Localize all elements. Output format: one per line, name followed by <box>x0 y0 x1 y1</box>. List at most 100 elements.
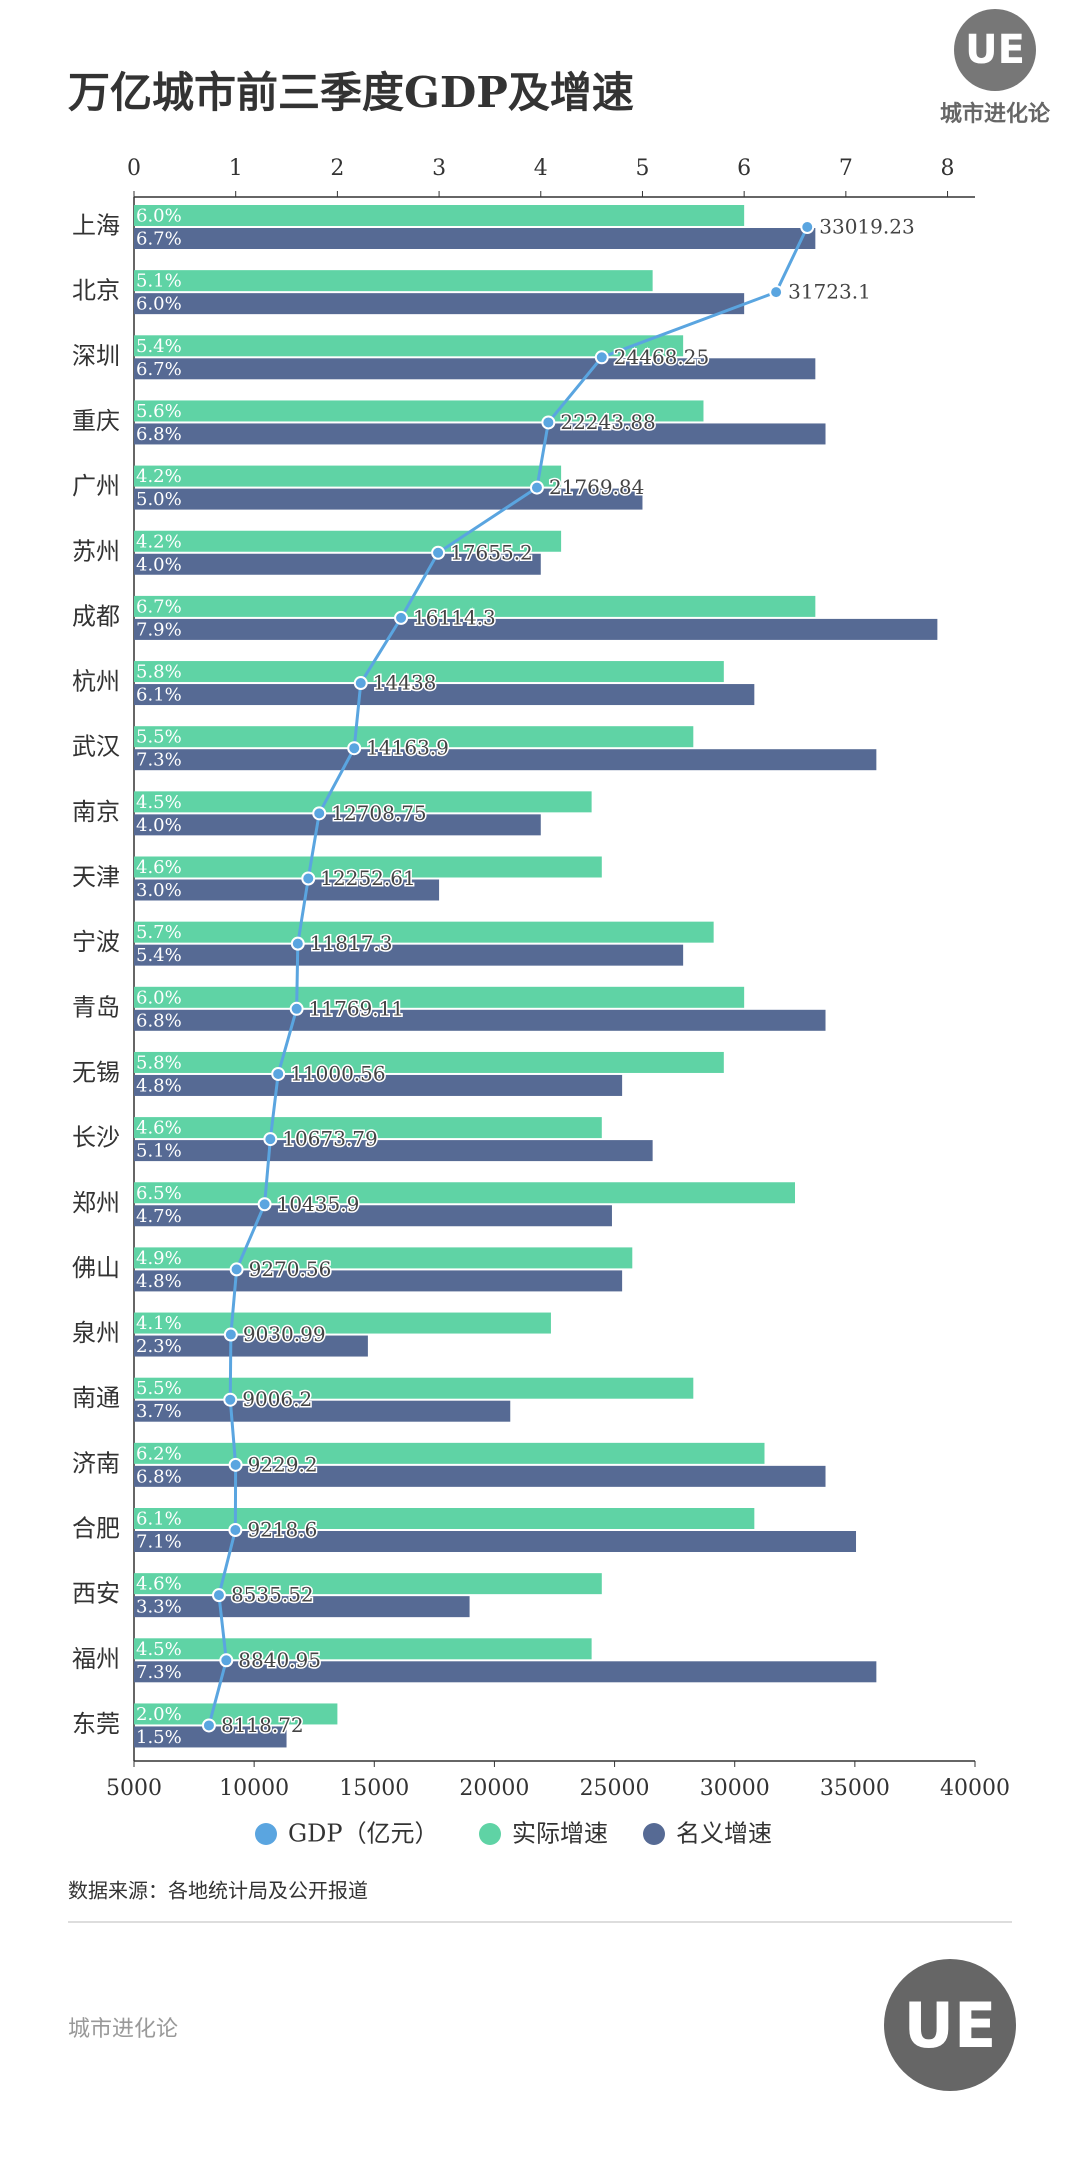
bar-value-label: 5.6% <box>136 401 182 422</box>
bar-value-label: 5.0% <box>136 489 182 510</box>
category-label: 杭州 <box>72 668 120 696</box>
top-tick-label: 5 <box>635 156 649 181</box>
gdp-value-label: 11000.56 <box>290 1061 385 1085</box>
gdp-point <box>769 285 784 300</box>
bar-value-label: 4.6% <box>136 1574 182 1595</box>
category-label: 合肥 <box>72 1515 120 1543</box>
gdp-point <box>263 1132 278 1147</box>
bar-value-label: 6.8% <box>136 424 182 445</box>
bar <box>134 1074 623 1096</box>
gdp-point <box>312 806 327 821</box>
top-tick-label: 8 <box>941 156 955 181</box>
bar <box>134 1117 602 1139</box>
bar <box>134 358 816 380</box>
bar-value-label: 5.1% <box>136 1141 182 1162</box>
bar <box>134 1703 338 1725</box>
bar-value-label: 4.6% <box>136 857 182 878</box>
category-label: 南京 <box>72 798 120 826</box>
gdp-point <box>290 936 305 951</box>
bar-value-label: 6.5% <box>136 1183 182 1204</box>
bar-value-label: 7.1% <box>136 1532 182 1553</box>
category-label: 成都 <box>72 602 120 630</box>
gdp-point <box>223 1392 238 1407</box>
gdp-value-label: 11817.3 <box>310 931 393 955</box>
legend-marker <box>255 1823 277 1845</box>
bar-value-label: 2.3% <box>136 1336 182 1357</box>
logo-circle <box>954 9 1036 91</box>
gdp-point <box>594 350 609 365</box>
bar <box>134 618 938 640</box>
bar <box>134 1270 623 1292</box>
bar-value-label: 4.0% <box>136 554 182 575</box>
category-label: 深圳 <box>72 342 120 370</box>
top-tick-label: 0 <box>127 156 141 181</box>
bar-value-label: 4.0% <box>136 815 182 836</box>
legend-marker <box>479 1823 501 1845</box>
bar-value-label: 6.7% <box>136 229 182 250</box>
gdp-value-label: 24468.25 <box>614 345 709 369</box>
category-label: 宁波 <box>72 928 120 956</box>
category-label: 天津 <box>72 863 120 891</box>
bottom-tick-label: 30000 <box>700 1776 770 1801</box>
bar-value-label: 1.5% <box>136 1727 182 1748</box>
bar-value-label: 5.8% <box>136 1052 182 1073</box>
bar <box>134 1573 602 1595</box>
bar-value-label: 6.7% <box>136 596 182 617</box>
legend-marker <box>643 1823 665 1845</box>
bar-value-label: 5.4% <box>136 945 182 966</box>
bar <box>134 726 694 748</box>
gdp-value-label: 10673.79 <box>282 1127 377 1151</box>
bar-value-label: 4.5% <box>136 792 182 813</box>
category-label: 东莞 <box>72 1710 120 1738</box>
gdp-value-label: 9218.6 <box>247 1518 317 1542</box>
bar <box>134 921 714 943</box>
source: 数据来源：各地统计局及公开报道 <box>68 1879 368 1903</box>
bar <box>134 1205 612 1227</box>
top-tick-label: 6 <box>737 156 751 181</box>
gdp-value-label: 17655.2 <box>450 540 533 564</box>
legend-label: 名义增速 <box>676 1820 772 1848</box>
category-label: 武汉 <box>72 733 120 761</box>
legend-label: GDP（亿元） <box>288 1820 439 1848</box>
bar <box>134 1661 877 1683</box>
category-label: 无锡 <box>72 1058 120 1086</box>
bottom-tick-label: 15000 <box>339 1776 409 1801</box>
bar <box>134 1140 653 1162</box>
bar <box>134 423 826 445</box>
bar-value-label: 5.1% <box>136 271 182 292</box>
bar <box>134 205 745 226</box>
bar <box>134 1465 826 1487</box>
bar <box>134 879 440 901</box>
gdp-point <box>271 1066 286 1081</box>
footer: 城市进化论 <box>68 2017 178 2042</box>
bar <box>134 270 653 292</box>
bar-value-label: 7.3% <box>136 1662 182 1683</box>
gdp-value-label: 31723.1 <box>788 280 871 304</box>
gdp-value-label: 9006.2 <box>242 1387 312 1411</box>
bar <box>134 856 602 878</box>
bar <box>134 814 541 836</box>
bar <box>134 335 684 357</box>
bottom-tick-label: 5000 <box>106 1776 162 1801</box>
logo-text: UE <box>965 27 1025 73</box>
gdp-point <box>353 676 368 691</box>
bar-value-label: 6.2% <box>136 1443 182 1464</box>
gdp-point <box>541 415 556 430</box>
bar-value-label: 3.0% <box>136 880 182 901</box>
gdp-point <box>211 1588 226 1603</box>
gdp-value-label: 9030.99 <box>243 1322 326 1346</box>
bar <box>134 228 816 249</box>
bar <box>134 1638 592 1660</box>
bar-value-label: 6.7% <box>136 359 182 380</box>
bottom-tick-label: 10000 <box>219 1776 289 1801</box>
bar <box>134 749 877 771</box>
bar <box>134 465 562 487</box>
bar-value-label: 4.6% <box>136 1118 182 1139</box>
bar <box>134 661 724 683</box>
category-label: 苏州 <box>72 537 120 565</box>
bar-value-label: 7.3% <box>136 750 182 771</box>
bar-value-label: 5.5% <box>136 1378 182 1399</box>
bar-value-label: 5.5% <box>136 727 182 748</box>
bar-value-label: 7.9% <box>136 619 182 640</box>
